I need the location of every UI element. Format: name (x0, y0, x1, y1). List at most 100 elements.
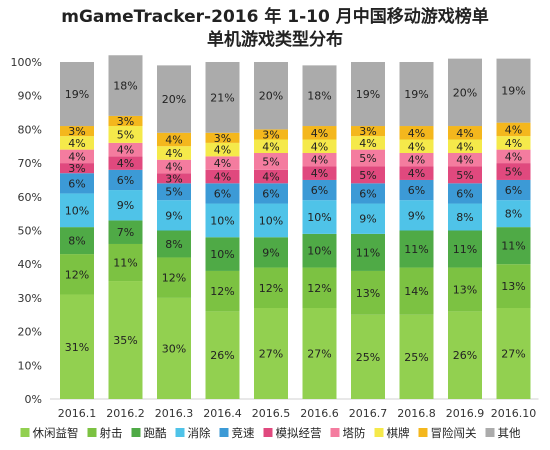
bar-segment (157, 146, 191, 160)
x-tick-label: 2016.9 (446, 407, 485, 420)
bar-segment (157, 65, 191, 133)
data-label: 6% (262, 187, 279, 200)
bar-segment (496, 308, 531, 399)
bar-segment (108, 142, 143, 157)
bar-segment (399, 139, 434, 153)
data-label: 9% (262, 246, 279, 259)
data-label: 4% (117, 144, 134, 157)
bar-segment (205, 62, 240, 133)
x-tick-label: 2016.8 (397, 407, 436, 420)
data-label: 10% (307, 245, 331, 258)
data-label: 4% (311, 154, 328, 167)
data-label: 18% (113, 80, 137, 93)
data-label: 4% (117, 157, 134, 170)
bar-segment (351, 314, 385, 399)
data-label: 12% (65, 268, 89, 281)
bar-segment (302, 139, 337, 153)
bar-segment (108, 281, 143, 399)
data-label: 4% (505, 123, 522, 136)
data-label: 20% (453, 86, 477, 99)
data-label: 12% (162, 272, 186, 285)
bar-segment (108, 115, 143, 127)
data-label: 12% (307, 282, 331, 295)
bar-segment (351, 126, 385, 137)
chart-title: mGameTracker-2016 年 1-10 月中国移动游戏榜单 (61, 6, 488, 27)
data-label: 10% (210, 214, 234, 227)
bar-segment (496, 264, 531, 309)
data-label: 18% (307, 90, 331, 103)
bar-segment (448, 152, 482, 167)
bar-segment (302, 267, 337, 309)
data-label: 4% (214, 157, 231, 170)
bar-segment (496, 122, 531, 137)
data-label: 4% (408, 140, 425, 153)
bar-segment (108, 126, 143, 143)
x-axis: 2016.1 2016.2 2016.3 2016.4 2016.5 2016.6 2016… (58, 407, 537, 420)
bar-segment (351, 203, 385, 234)
y-axis: 0% 10% 20% 30% 40% 50% 60% 70% 80% 90% 100% (11, 56, 539, 406)
data-label: 4% (165, 147, 182, 160)
data-label: 5% (456, 169, 473, 182)
bar-segment (157, 200, 191, 231)
bar-segment (108, 156, 143, 170)
data-label: 10% (65, 204, 89, 217)
bar-segment (254, 183, 288, 204)
bar-segment (496, 163, 531, 180)
data-label: 25% (356, 351, 380, 364)
bar-segment (448, 203, 482, 231)
bar-segment (448, 311, 482, 399)
bar-segment (302, 233, 337, 268)
legend-entry: 消除 (188, 426, 211, 440)
data-label: 5% (117, 128, 134, 141)
y-tick-label: 30% (18, 292, 42, 305)
data-label: 9% (117, 199, 134, 212)
data-label: 31% (65, 341, 89, 354)
data-label: 4% (311, 127, 328, 140)
bar-segment (254, 267, 288, 309)
data-label: 4% (262, 140, 279, 153)
data-label: 6% (68, 177, 85, 190)
bar-segment (108, 190, 143, 221)
x-tick-label: 2016.3 (155, 407, 194, 420)
data-label: 13% (501, 280, 525, 293)
bar-segment (205, 270, 240, 312)
bar-segment (60, 136, 94, 150)
bar-segment (108, 243, 143, 282)
bar-segment (448, 183, 482, 204)
bar-segment (205, 203, 240, 238)
x-tick-label: 2016.4 (203, 407, 242, 420)
data-label: 4% (456, 154, 473, 167)
legend-entry: 竞速 (232, 426, 255, 440)
data-label: 4% (505, 137, 522, 150)
bar-segment (60, 173, 94, 194)
bar-segment (254, 129, 288, 140)
bar-segment (60, 149, 94, 164)
data-label: 26% (210, 349, 234, 362)
legend-entry: 其他 (498, 426, 521, 440)
bar-segment (351, 149, 385, 167)
data-label: 20% (259, 90, 283, 103)
bar-segment (254, 152, 288, 170)
y-tick-label: 0% (25, 393, 42, 406)
data-label: 26% (453, 349, 477, 362)
bar-segment (351, 270, 385, 315)
data-label: 3% (214, 132, 231, 145)
data-label: 19% (501, 85, 525, 98)
data-label: 10% (210, 248, 234, 261)
bar-segment (302, 65, 337, 127)
data-label: 6% (214, 187, 231, 200)
data-label: 5% (505, 166, 522, 179)
data-label: 13% (356, 287, 380, 300)
legend: 休闲益智 射击 跑酷 消除 竞速 模拟经营 塔防 棋牌 冒险闯关 其他 (20, 426, 521, 440)
legend-swatch (418, 428, 428, 437)
data-label: 8% (505, 208, 522, 221)
data-label: 3% (262, 128, 279, 141)
bar-segment (60, 126, 94, 137)
bar-segment (302, 126, 337, 140)
bar-segment (157, 132, 191, 147)
legend-swatch (131, 428, 141, 437)
data-label: 12% (259, 282, 283, 295)
data-label: 4% (408, 167, 425, 180)
bar-segment (399, 152, 434, 167)
bar-segment (205, 132, 240, 143)
